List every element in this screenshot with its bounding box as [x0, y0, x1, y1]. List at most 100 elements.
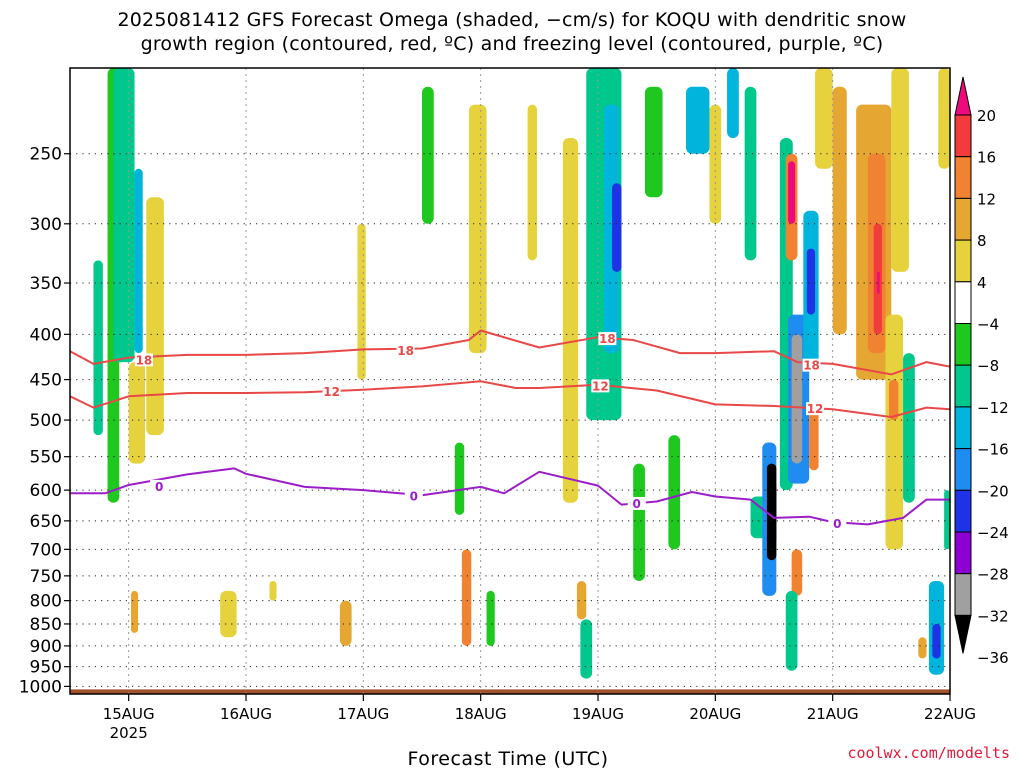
- y-tick-label: 250: [30, 145, 62, 165]
- chart-title: 2025081412 GFS Forecast Omega (shaded, −…: [0, 8, 1024, 56]
- omega-cell: [938, 68, 950, 169]
- colorbar-segment: [954, 573, 972, 616]
- omega-cell: [576, 580, 587, 620]
- colorbar-tick-label: −12: [977, 399, 1009, 417]
- colorbar-segment: [954, 114, 972, 158]
- contour-label-bg: [396, 344, 415, 358]
- y-axis-ticks: 2503003504004505005506006507007508008509…: [19, 145, 70, 697]
- omega-cell: [269, 580, 277, 601]
- y-tick-label: 450: [30, 371, 62, 391]
- omega-cell: [468, 104, 487, 354]
- y-tick-label: 300: [30, 215, 62, 235]
- x-tick-label: 21AUG: [807, 705, 859, 723]
- omega-cell: [612, 183, 622, 272]
- colorbar-tick-label: 12: [977, 190, 996, 208]
- omega-cell: [791, 334, 803, 464]
- chart-title-line-2: growth region (contoured, red, ºC) and f…: [140, 33, 884, 55]
- omega-cell: [809, 404, 819, 471]
- omega-cell: [791, 549, 803, 596]
- omega-cell: [134, 168, 143, 354]
- colorbar-segment: [954, 281, 972, 324]
- colorbar-tick-label: −28: [977, 566, 1009, 584]
- colorbar-segment: [954, 156, 972, 199]
- omega-cell: [422, 86, 434, 224]
- omega-cell: [932, 623, 941, 659]
- contour-label: 12: [807, 402, 824, 416]
- omega-cell: [832, 86, 847, 335]
- contour-label-bg: [134, 353, 153, 367]
- omega-cell: [918, 637, 927, 659]
- colorbar-tick-label: −36: [977, 649, 1009, 667]
- colorbar-tick-label: −16: [977, 441, 1009, 459]
- x-axis-label: Forecast Time (UTC): [408, 748, 609, 768]
- omega-cell: [903, 353, 915, 503]
- contour-label-bg: [802, 358, 821, 372]
- omega-cell: [785, 590, 798, 671]
- colorbar-tick-label: −8: [977, 357, 999, 375]
- x-tick-label: 20AUG: [689, 705, 741, 723]
- contour-label: 0: [155, 480, 163, 494]
- colorbar-tick-label: 8: [977, 232, 987, 250]
- colorbar-tick-label: 4: [977, 274, 987, 292]
- omega-cell: [633, 463, 645, 581]
- colorbar-tick-label: −4: [977, 316, 999, 334]
- contour-label: 12: [592, 379, 609, 393]
- contour-label-bg: [806, 402, 825, 416]
- contour-label-bg: [404, 489, 423, 503]
- y-tick-label: 550: [30, 448, 62, 468]
- x-tick-label: 22AUG: [924, 705, 976, 723]
- omega-cell: [146, 197, 164, 436]
- contour-label: 18: [599, 332, 616, 346]
- contour-label-bg: [828, 516, 847, 530]
- omega-cell: [686, 86, 710, 154]
- omega-cell: [454, 442, 465, 515]
- omega-cell: [644, 86, 663, 198]
- omega-cell: [603, 104, 620, 354]
- colorbar-tick-label: −20: [977, 482, 1009, 500]
- omega-cell: [357, 223, 366, 380]
- x-year-label: 2025: [110, 724, 148, 742]
- ground-band: [70, 689, 950, 694]
- y-tick-label: 650: [30, 512, 62, 532]
- omega-cell: [131, 590, 139, 633]
- omega-cell: [944, 490, 950, 550]
- omega-cell: [562, 138, 579, 503]
- colorbar-tick-label: −32: [977, 607, 1009, 625]
- colorbar-segment: [954, 531, 972, 575]
- ground-surface: [70, 689, 950, 694]
- omega-cell: [128, 362, 146, 464]
- colorbar-segment: [954, 448, 972, 491]
- y-tick-label: 350: [30, 274, 62, 294]
- contour-label-bg: [150, 479, 169, 493]
- omega-cell: [891, 68, 909, 272]
- x-tick-label: 19AUG: [572, 705, 624, 723]
- x-tick-label: 16AUG: [220, 705, 272, 723]
- omega-cell: [93, 260, 103, 436]
- colorbar-triangle-top: [954, 76, 972, 116]
- plot-frame: [69, 67, 951, 695]
- contour-label: 0: [410, 489, 418, 503]
- colorbar-segment: [954, 239, 972, 283]
- chart-title-line-1: 2025081412 GFS Forecast Omega (shaded, −…: [117, 9, 907, 31]
- colorbar-segment: [954, 406, 972, 450]
- y-tick-label: 950: [30, 658, 62, 678]
- contour-label: 18: [136, 353, 153, 367]
- omega-cell: [888, 379, 899, 421]
- colorbar: 20 16 12 8 4 −4 −8 −12 −16 −20 −24 −28 −32 −36: [954, 76, 1009, 667]
- omega-cell: [768, 483, 777, 544]
- omega-cell: [806, 248, 816, 315]
- y-tick-label: 750: [30, 567, 62, 587]
- omega-cell: [461, 549, 472, 646]
- colorbar-triangle-bottom: [954, 614, 972, 654]
- omega-cell: [339, 600, 352, 646]
- colorbar-segment: [954, 364, 972, 408]
- omega-cell: [486, 590, 495, 646]
- omega-cell: [668, 435, 681, 550]
- y-tick-label: 500: [30, 411, 62, 431]
- contour-label: 0: [633, 497, 641, 511]
- colorbar-segment: [954, 197, 972, 241]
- credit-link[interactable]: coolwx.com/modelts: [847, 744, 1010, 762]
- contour-label: 0: [833, 517, 841, 531]
- omega-cell: [885, 314, 904, 550]
- freezing-level-contour: [70, 467, 950, 526]
